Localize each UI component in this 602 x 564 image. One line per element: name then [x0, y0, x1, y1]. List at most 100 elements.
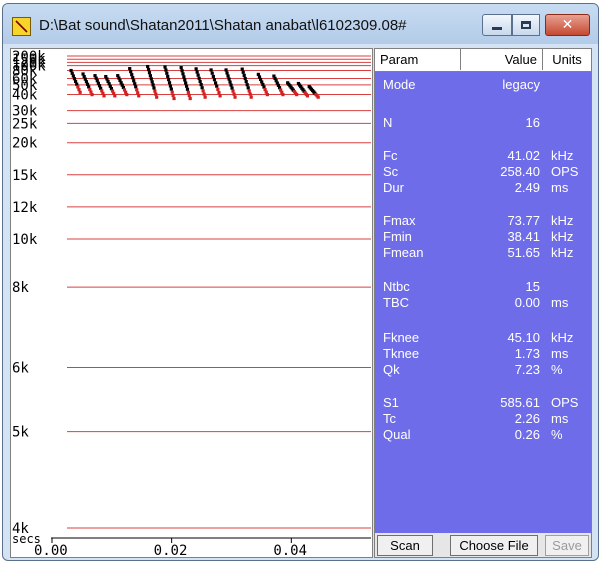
scan-button[interactable]: Scan	[377, 535, 433, 556]
y-tick-label: 20k	[12, 136, 38, 152]
y-tick-label: 15k	[12, 168, 38, 184]
panel-button-bar: Scan Choose File Save	[375, 533, 591, 557]
pulse-dot	[272, 74, 276, 78]
param-unit: ms	[551, 295, 569, 310]
param-row-qual: Qual 0.26%	[375, 427, 591, 443]
param-row-fc: Fc 41.02 kHz	[375, 148, 591, 164]
pulse-dot	[242, 73, 246, 77]
pulse-dot	[276, 83, 281, 87]
sonogram-plot[interactable]: 200k 150k 120k 100k 80k 60k 50k 40k 30k 25k 20k 15k…	[10, 48, 373, 558]
pulse-dot	[232, 92, 236, 96]
pulse-dot	[224, 68, 228, 72]
param-value: 2.26	[514, 411, 540, 426]
pulse-dot	[181, 72, 185, 76]
param-unit: kHz	[551, 213, 574, 228]
y-tick-label: 5k	[12, 425, 29, 441]
param-unit: %	[551, 362, 563, 377]
pulse-dot	[180, 69, 184, 73]
pulse-dot	[281, 93, 285, 97]
pulse-dot	[211, 74, 215, 79]
pulse-dot	[194, 67, 198, 71]
pulse-dot	[247, 89, 251, 93]
param-column-header[interactable]: Param	[375, 49, 461, 70]
pulse-dot	[215, 84, 219, 88]
pulse-dot	[148, 74, 152, 78]
x-tick-label: 0.02	[154, 543, 188, 557]
param-name: Tknee	[383, 346, 420, 361]
param-row-tknee: Tknee 1.73 ms	[375, 346, 591, 362]
y-tick-label: 30k	[12, 104, 38, 120]
pulse-dot	[275, 81, 279, 85]
pulse-dot	[78, 90, 82, 94]
pulse-dot	[273, 76, 277, 81]
minimize-button[interactable]	[482, 14, 512, 36]
pulse-dot	[259, 77, 263, 82]
pulse-dot	[262, 85, 266, 89]
pulse-dot	[137, 94, 141, 98]
pulse-dot	[70, 71, 74, 75]
anabat-app-icon[interactable]	[12, 17, 31, 36]
param-value: 258.40	[500, 164, 540, 179]
pulse-dot	[226, 74, 230, 78]
save-button[interactable]: Save	[545, 535, 589, 556]
maximize-button[interactable]	[512, 14, 540, 36]
pulse-dot	[146, 64, 150, 69]
param-name: Fmax	[383, 213, 416, 228]
pulse-dot	[151, 83, 155, 87]
pulse-dot	[94, 76, 98, 80]
param-unit: ms	[551, 411, 569, 426]
param-row-sc: Sc 258.40 OPS	[375, 164, 591, 180]
parameter-panel: Param Value Units Mode legacy N 16 Fc 41.02 kH…	[374, 48, 592, 558]
pulse-dot	[203, 95, 207, 99]
y-tick-label: 12k	[12, 200, 38, 216]
y-tick-label: 60k	[12, 71, 38, 87]
pulse-dot	[241, 70, 245, 74]
param-row-fmean: Fmean 51.65 kHz	[375, 245, 591, 261]
param-value: 41.02	[507, 148, 540, 163]
pulse-dot	[90, 93, 94, 97]
pulse-dot	[147, 71, 152, 75]
pulse-dot	[122, 88, 127, 92]
y-tick-label: 150k	[12, 52, 46, 68]
param-value: legacy	[502, 77, 540, 92]
pulse-dot	[170, 90, 174, 94]
param-name: Ntbc	[383, 279, 410, 294]
pulse-dot	[217, 91, 221, 95]
pulse-dot	[233, 95, 237, 99]
param-name: TBC	[383, 295, 409, 310]
param-name: Fc	[383, 148, 398, 163]
param-value: 45.10	[507, 330, 540, 345]
pulse-dot	[71, 74, 75, 78]
choose-file-button[interactable]: Choose File	[450, 535, 538, 556]
close-button[interactable]: ✕	[545, 14, 590, 36]
param-name: Fmean	[383, 245, 424, 260]
param-name: Fknee	[383, 330, 420, 345]
param-value: 7.23	[514, 362, 540, 377]
pulse-dot	[213, 81, 218, 85]
pulse-dot	[131, 76, 135, 80]
param-name: Dur	[383, 180, 404, 195]
pulse-dot	[97, 84, 102, 88]
y-tick-label: 25k	[12, 116, 38, 132]
pulse-dot	[75, 82, 79, 86]
param-value: 38.41	[507, 229, 540, 244]
pulse-dot	[73, 79, 78, 84]
title-bar[interactable]: D:\Bat sound\Shatan2011\Shatan anabat\l6…	[3, 4, 598, 44]
pulse-dot	[230, 86, 234, 90]
pulse-dot	[246, 86, 250, 90]
app-icon-graphic	[15, 20, 28, 33]
pulse-dot	[119, 81, 123, 85]
pulse-dot	[197, 76, 201, 80]
y-tick-label: 200k	[12, 49, 46, 65]
param-unit: kHz	[551, 245, 574, 260]
pulse-dot	[89, 90, 93, 94]
pulse-dot	[188, 96, 192, 101]
pulse-dot	[171, 93, 175, 97]
units-column-header[interactable]: Units	[552, 52, 582, 67]
value-column-header[interactable]: Value	[461, 49, 543, 70]
pulse-dot	[195, 70, 199, 74]
pulse-dot	[202, 92, 206, 96]
param-row-tbc: TBC 0.00 ms	[375, 295, 591, 311]
pulse-dot	[136, 91, 140, 95]
